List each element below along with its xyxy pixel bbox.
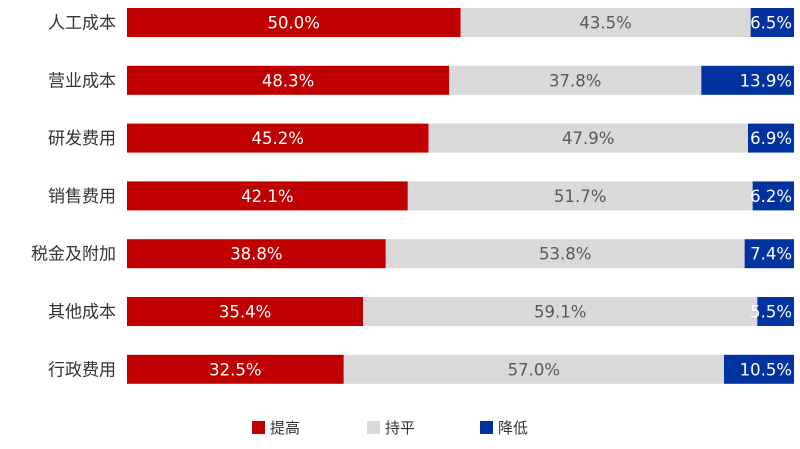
bar-segment	[343, 354, 724, 384]
bar-segment	[127, 123, 429, 153]
category-label: 销售费用	[48, 187, 116, 207]
category-label: 税金及附加	[31, 245, 116, 265]
bar-segment	[127, 8, 461, 37]
legend: 提高 持平 降低	[252, 419, 528, 437]
legend-label: 降低	[498, 419, 528, 437]
category-label: 研发费用	[48, 129, 116, 149]
data-label: 48.3%	[262, 71, 314, 90]
data-label: 50.0%	[268, 14, 320, 33]
legend-swatch	[367, 421, 380, 434]
bar-segment	[723, 354, 794, 384]
data-label: 37.8%	[549, 71, 601, 90]
data-label: 45.2%	[252, 129, 304, 148]
legend-swatch	[480, 421, 493, 434]
data-label: 38.8%	[230, 245, 282, 264]
plot-area: 50.0% 43.5% 6.5% 48.3% 37.8% 13.9% 45.2% 47.9% 6…	[127, 8, 794, 384]
data-label: 51.7%	[554, 187, 606, 206]
data-label: 5.5%	[750, 303, 792, 322]
bar-segment	[363, 297, 758, 326]
bar-segment	[127, 297, 364, 326]
data-label: 59.1%	[534, 303, 586, 322]
bar-segment	[752, 181, 794, 211]
bar-segment	[127, 65, 450, 95]
bar-segment	[127, 354, 344, 384]
bar-segment	[750, 8, 794, 37]
data-label: 43.5%	[579, 14, 631, 33]
legend-label: 提高	[270, 419, 300, 437]
bar-segment	[757, 297, 794, 326]
data-label: 6.5%	[750, 14, 792, 33]
data-label: 42.1%	[241, 187, 293, 206]
data-label: 53.8%	[539, 245, 591, 264]
bar-segment	[747, 123, 794, 153]
data-label: 6.9%	[750, 129, 792, 148]
legend-label: 持平	[385, 419, 415, 437]
data-label: 32.5%	[209, 360, 261, 379]
legend-swatch	[252, 421, 265, 434]
bar-segment	[701, 65, 794, 95]
bar-segment	[449, 65, 702, 95]
bar-segment	[127, 239, 386, 269]
data-label: 7.4%	[750, 245, 792, 264]
data-label: 13.9%	[740, 71, 792, 90]
category-label: 营业成本	[48, 71, 116, 91]
bar-segment	[407, 181, 753, 211]
bar-segment	[385, 239, 745, 269]
bar-segment	[744, 239, 794, 269]
data-label: 57.0%	[508, 360, 560, 379]
data-label: 35.4%	[219, 303, 271, 322]
bar-segment	[428, 123, 748, 153]
data-label: 6.2%	[750, 187, 792, 206]
category-label: 行政费用	[48, 360, 116, 380]
data-label: 10.5%	[740, 360, 792, 379]
bar-segment	[127, 181, 408, 211]
bar-segment	[460, 8, 751, 37]
category-label: 其他成本	[48, 303, 116, 323]
category-label: 人工成本	[48, 14, 116, 34]
data-label: 47.9%	[562, 129, 614, 148]
